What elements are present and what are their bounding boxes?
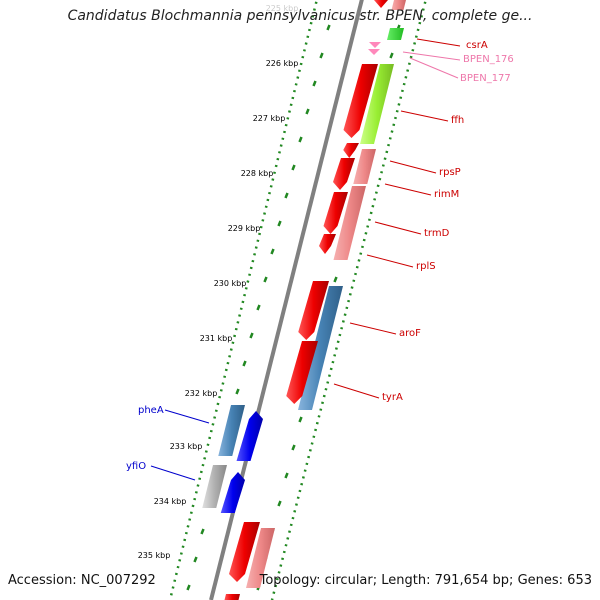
gene-label-rpsP[interactable]: rpsP [439,167,461,178]
gene-labels[interactable]: csrA BPEN_176 BPEN_177 ffh rpsP rimM trm… [126,40,514,472]
gene-label-rplS[interactable]: rplS [416,261,436,272]
cog-pheA[interactable] [218,405,245,456]
cog-trmD[interactable] [333,186,367,260]
cds-rplS[interactable] [319,234,336,254]
gene-label-rimM[interactable]: rimM [434,189,459,200]
gene-label-pheA[interactable]: pheA [138,405,164,416]
gene-label-aroF[interactable]: aroF [399,328,421,339]
label-leader-line [374,221,422,235]
gene-label-tyrA[interactable]: tyrA [382,392,403,403]
scale-tick-label: 230 kbp [214,279,247,288]
label-leader-line [409,57,459,79]
label-leader-line [333,383,380,399]
cds-pheA[interactable] [236,411,264,461]
cds-bottom[interactable] [229,522,260,582]
cog-bottom[interactable] [246,528,275,588]
gene-label-trmD[interactable]: trmD [424,228,450,239]
length-label: Length: [381,573,431,588]
gene-label-BPEN-176[interactable]: BPEN_176 [463,54,514,65]
scale-ruler-line [168,0,319,600]
cog-csrA[interactable] [387,28,404,40]
cog-ffh[interactable] [360,64,394,144]
cds-bottom-2[interactable] [224,594,241,600]
scale-tick-label: 235 kbp [138,551,171,560]
cog-rpsP[interactable] [353,149,376,184]
cds-BPEN-177[interactable] [368,49,380,55]
cog-yfiO[interactable] [202,465,227,508]
label-leader-line [384,183,432,196]
scale-tick-label: 227 kbp [253,114,286,123]
scale-tick-label: 234 kbp [154,497,187,506]
accession-value: NC_007292 [80,573,156,588]
gene-label-csrA[interactable]: csrA [466,40,488,51]
backbone-tick-marks [186,24,401,591]
cds-rimM[interactable] [333,158,355,190]
gene-label-ffh[interactable]: ffh [451,115,464,126]
topology-label: Topology: [259,573,321,588]
gene-label-yfiO[interactable]: yfiO [126,461,146,472]
label-leader-line [150,465,196,481]
scale-tick-label: 231 kbp [200,334,233,343]
cog-csrA-top[interactable] [391,0,407,10]
scale-tick-label: 232 kbp [185,389,218,398]
scale-tick-label: 233 kbp [170,442,203,451]
map-title: Candidatus Blochmannia pennsylvanicus st… [67,8,533,24]
label-leader-line [416,38,461,47]
cds-BPEN-176[interactable] [369,42,381,48]
accession-info: Accession: NC_007292 [8,573,156,588]
scale-ticks: 225 kbp 226 kbp 227 kbp 228 kbp 229 kbp … [138,4,299,560]
label-leader-line [389,160,437,174]
cds-tyrA[interactable] [286,341,318,404]
scale-tick-label: 229 kbp [228,224,261,233]
label-leaders [150,38,461,481]
label-leader-line [402,51,461,61]
length-value: 791,654 bp [434,573,510,588]
cds-aroF[interactable] [298,281,329,340]
scale-tick-label: 225 kbp [266,4,299,13]
label-leader-line [400,110,449,122]
cds-trmD[interactable] [323,192,349,234]
label-leader-line [164,409,210,424]
gene-label-BPEN-177[interactable]: BPEN_177 [460,73,511,84]
label-leader-line [366,254,414,268]
label-leader-line [349,322,397,335]
topology-value: circular [324,573,373,588]
cog-ruler-line [270,0,428,600]
cds-ffh[interactable] [343,64,379,138]
gene-features[interactable] [202,0,406,600]
scale-tick-label: 228 kbp [241,169,274,178]
cds-yfiO[interactable] [220,472,245,513]
cog-aroF[interactable] [298,286,343,410]
scale-tick-label: 226 kbp [266,59,299,68]
accession-label: Accession: [8,573,77,588]
cds-rpsP[interactable] [343,143,359,158]
genome-summary: Topology: circular; Length: 791,654 bp; … [259,573,592,588]
genes-label: Genes: [517,573,564,588]
cds-csrA[interactable] [374,0,390,8]
genes-value: 653 [567,573,592,588]
